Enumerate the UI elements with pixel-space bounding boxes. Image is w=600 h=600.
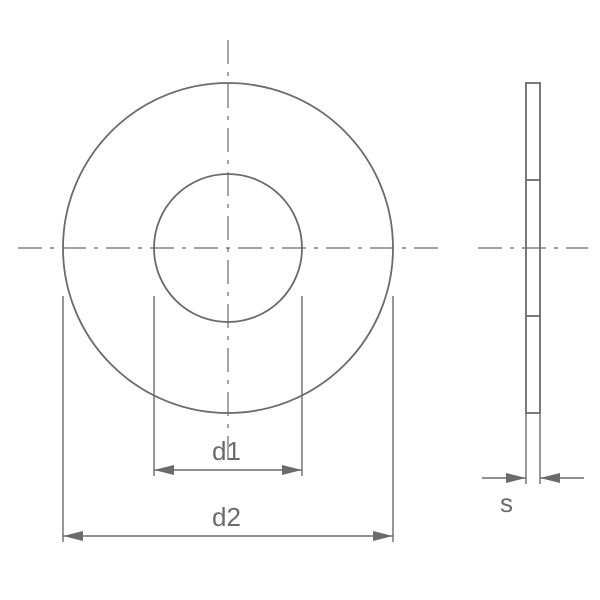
washer-front-view (18, 40, 438, 460)
dimension-s: s (482, 413, 584, 518)
label-s: s (500, 488, 513, 518)
dimension-d2: d2 (63, 296, 393, 542)
label-d2: d2 (212, 502, 241, 532)
technical-drawing: d1 d2 s (0, 0, 600, 600)
washer-side-view (478, 83, 588, 413)
label-d1: d1 (212, 436, 241, 466)
